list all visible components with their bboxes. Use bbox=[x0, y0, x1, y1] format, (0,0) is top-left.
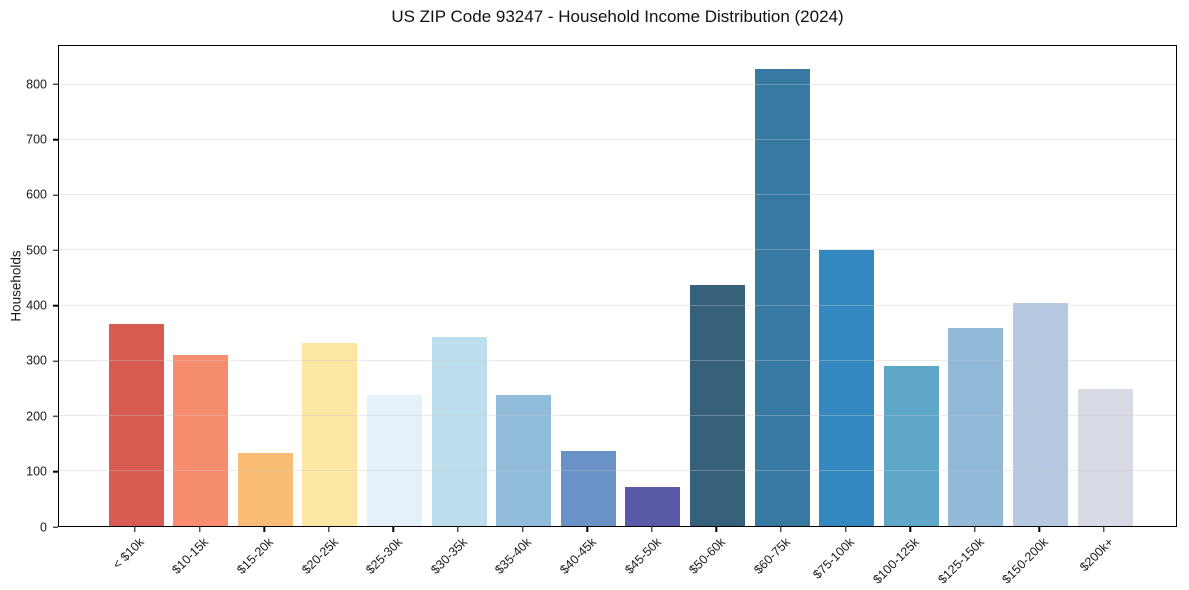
x-axis: < $10k $10-15k $15-20k $20-25k $25-30k $30-35… bbox=[58, 527, 1177, 590]
y-tick-label-800: 800 bbox=[26, 77, 47, 92]
y-tick-label-300: 300 bbox=[26, 353, 47, 368]
y-tick-label-500: 500 bbox=[26, 243, 47, 258]
bar-9 bbox=[689, 285, 745, 526]
x-tick-label-text: $30-35k bbox=[428, 535, 470, 577]
bar-0 bbox=[108, 323, 164, 526]
x-tick-8 bbox=[651, 527, 653, 532]
bar-7 bbox=[560, 451, 616, 526]
bar-14 bbox=[1012, 302, 1068, 526]
y-tick-400 bbox=[53, 304, 58, 307]
y-tick-300 bbox=[53, 360, 58, 362]
x-tick-3 bbox=[328, 527, 330, 532]
bar-11 bbox=[819, 249, 875, 526]
bar-1 bbox=[173, 354, 229, 526]
x-tick-label-text: $45-50k bbox=[621, 535, 664, 577]
x-tick-label-text: $200k+ bbox=[1076, 535, 1116, 575]
bar-10 bbox=[754, 69, 810, 526]
x-tick-label-text: $75-100k bbox=[810, 535, 858, 582]
y-tick-600 bbox=[53, 194, 58, 196]
y-tick-0 bbox=[53, 526, 58, 528]
x-tick-15 bbox=[1103, 527, 1105, 532]
gridline-300 bbox=[59, 359, 1176, 361]
gridline-800 bbox=[59, 84, 1176, 86]
x-tick-label-text: $60-75k bbox=[751, 535, 793, 577]
bar-15 bbox=[1077, 388, 1133, 526]
x-tick-7 bbox=[586, 527, 588, 532]
gridline-200 bbox=[59, 414, 1176, 416]
y-tick-label-400: 400 bbox=[26, 298, 47, 313]
x-tick-4 bbox=[392, 527, 395, 532]
x-tick-13 bbox=[974, 527, 976, 532]
x-tick-label-text: $50-60k bbox=[686, 535, 729, 577]
y-tick-800 bbox=[53, 83, 58, 85]
x-tick-label-text: $35-40k bbox=[492, 535, 535, 577]
gridline-500 bbox=[59, 249, 1176, 251]
bar-4 bbox=[366, 394, 422, 526]
x-tick-label-text: $125-150k bbox=[935, 535, 987, 587]
gridline-600 bbox=[59, 194, 1176, 196]
plot-area bbox=[58, 45, 1177, 527]
y-tick-500 bbox=[53, 249, 58, 252]
y-tick-200 bbox=[53, 415, 58, 418]
y-tick-label-100: 100 bbox=[26, 464, 47, 479]
x-tick-9 bbox=[715, 527, 718, 532]
y-tick-label-200: 200 bbox=[26, 409, 47, 424]
y-tick-100 bbox=[53, 470, 58, 473]
x-tick-label-text: $10-15k bbox=[169, 535, 212, 577]
bar-3 bbox=[302, 343, 358, 526]
bar-12 bbox=[883, 365, 939, 526]
x-tick-11 bbox=[844, 527, 847, 532]
gridline-100 bbox=[59, 469, 1176, 471]
x-tick-label-text: < $10k bbox=[110, 535, 147, 572]
x-tick-0 bbox=[134, 527, 136, 532]
y-tick-label-600: 600 bbox=[26, 187, 47, 202]
y-tick-label-700: 700 bbox=[26, 132, 47, 147]
x-tick-label-text: $15-20k bbox=[234, 535, 277, 577]
x-tick-5 bbox=[457, 527, 459, 532]
bar-6 bbox=[496, 395, 552, 526]
y-tick-700 bbox=[53, 138, 58, 141]
bar-13 bbox=[948, 327, 1004, 526]
chart-title: US ZIP Code 93247 - Household Income Dis… bbox=[391, 7, 844, 26]
x-tick-14 bbox=[1038, 527, 1041, 532]
gridline-700 bbox=[59, 139, 1176, 141]
x-tick-12 bbox=[909, 527, 911, 532]
x-tick-2 bbox=[263, 527, 265, 532]
y-tick-label-0: 0 bbox=[40, 519, 47, 534]
bar-5 bbox=[431, 336, 487, 526]
x-tick-1 bbox=[198, 527, 201, 532]
x-tick-label-text: $40-45k bbox=[557, 535, 600, 577]
bar-8 bbox=[625, 487, 681, 526]
gridline-400 bbox=[59, 304, 1176, 306]
x-tick-10 bbox=[780, 527, 782, 532]
y-axis: 0 100 200 300 400 500 600 700 800 bbox=[0, 45, 58, 533]
x-tick-label-text: $100-125k bbox=[870, 535, 923, 587]
x-tick-label-text: $20-25k bbox=[298, 535, 341, 577]
x-tick-6 bbox=[521, 527, 524, 532]
bar-2 bbox=[237, 452, 293, 526]
x-tick-label-text: $25-30k bbox=[363, 535, 406, 577]
x-tick-label-text: $150-200k bbox=[999, 535, 1052, 587]
